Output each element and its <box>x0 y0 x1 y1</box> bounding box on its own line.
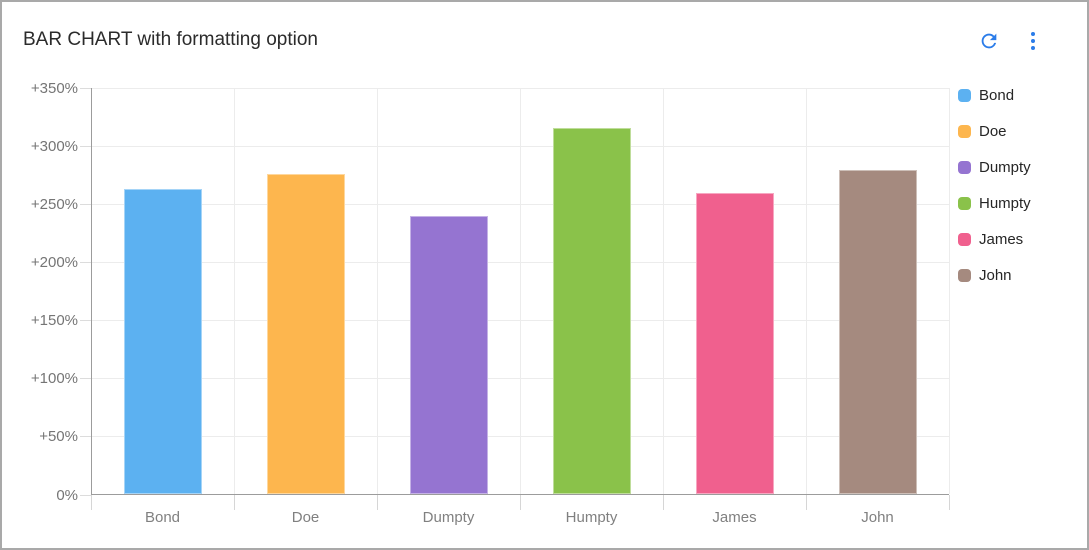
x-axis-tick <box>91 495 92 510</box>
x-axis-tick <box>805 495 807 510</box>
legend-swatch-icon <box>958 124 971 138</box>
plot-area <box>80 87 950 510</box>
y-axis-label: +100% <box>30 370 78 388</box>
refresh-icon <box>978 30 1000 52</box>
x-gridline <box>805 88 807 494</box>
bar-doe[interactable] <box>266 174 345 494</box>
legend-item-john[interactable]: John <box>958 264 1031 286</box>
x-gridline <box>376 88 378 494</box>
y-axis-tick <box>80 145 91 147</box>
legend-item-dumpty[interactable]: Dumpty <box>958 156 1031 178</box>
legend-item-doe[interactable]: Doe <box>958 120 1031 142</box>
y-axis-tick <box>80 494 91 496</box>
y-axis-label: 0% <box>56 486 78 504</box>
legend: Bond Doe Dumpty Humpty James John <box>958 84 1031 286</box>
x-gridline <box>233 88 235 494</box>
x-axis-tick <box>948 495 950 510</box>
bar-john[interactable] <box>838 169 917 494</box>
x-axis-label: Humpty <box>565 509 618 526</box>
x-axis-label: Bond <box>144 509 181 526</box>
legend-label: Dumpty <box>979 158 1031 176</box>
kebab-menu-button[interactable] <box>1020 28 1046 54</box>
bar-humpty[interactable] <box>552 127 631 494</box>
y-axis-tick <box>80 378 91 380</box>
kebab-menu-icon <box>1031 32 1035 50</box>
x-axis-tick <box>662 495 664 510</box>
legend-label: John <box>979 266 1012 284</box>
bar-james[interactable] <box>695 192 774 494</box>
y-axis-label: +150% <box>30 312 78 330</box>
x-axis-tick <box>376 495 378 510</box>
legend-swatch-icon <box>958 196 971 210</box>
x-axis-tick <box>233 495 235 510</box>
x-axis-label: Doe <box>291 509 320 526</box>
refresh-button[interactable] <box>976 28 1002 54</box>
legend-label: Bond <box>979 86 1015 104</box>
x-gridline <box>519 88 521 494</box>
y-axis-tick <box>80 261 91 263</box>
y-axis-label: +300% <box>30 137 78 155</box>
x-gridline <box>662 88 664 494</box>
legend-swatch-icon <box>958 160 971 174</box>
x-axis-label: Dumpty <box>422 509 475 526</box>
legend-item-humpty[interactable]: Humpty <box>958 192 1031 214</box>
legend-label: Humpty <box>979 194 1031 212</box>
y-axis-label: +50% <box>39 428 78 446</box>
legend-swatch-icon <box>958 232 971 246</box>
chart-title: BAR CHART with formatting option <box>23 29 318 50</box>
legend-swatch-icon <box>958 88 971 102</box>
bar-dumpty[interactable] <box>409 216 488 494</box>
y-axis-label: +250% <box>30 195 78 213</box>
y-axis-label: +350% <box>30 79 78 97</box>
y-axis-tick <box>80 203 91 205</box>
legend-label: James <box>979 230 1024 248</box>
y-axis-tick <box>80 436 91 438</box>
legend-item-bond[interactable]: Bond <box>958 84 1031 106</box>
x-gridline <box>948 88 950 494</box>
legend-label: Doe <box>979 122 1007 140</box>
legend-item-james[interactable]: James <box>958 228 1031 250</box>
x-axis-label: John <box>861 509 894 526</box>
legend-swatch-icon <box>958 268 971 282</box>
x-axis-label: James <box>712 509 757 526</box>
y-axis-label: +200% <box>30 253 78 271</box>
y-axis-tick <box>80 87 91 89</box>
y-axis-line <box>91 88 92 494</box>
y-axis-tick <box>80 320 91 322</box>
x-axis-tick <box>519 495 521 510</box>
bar-bond[interactable] <box>123 189 202 494</box>
